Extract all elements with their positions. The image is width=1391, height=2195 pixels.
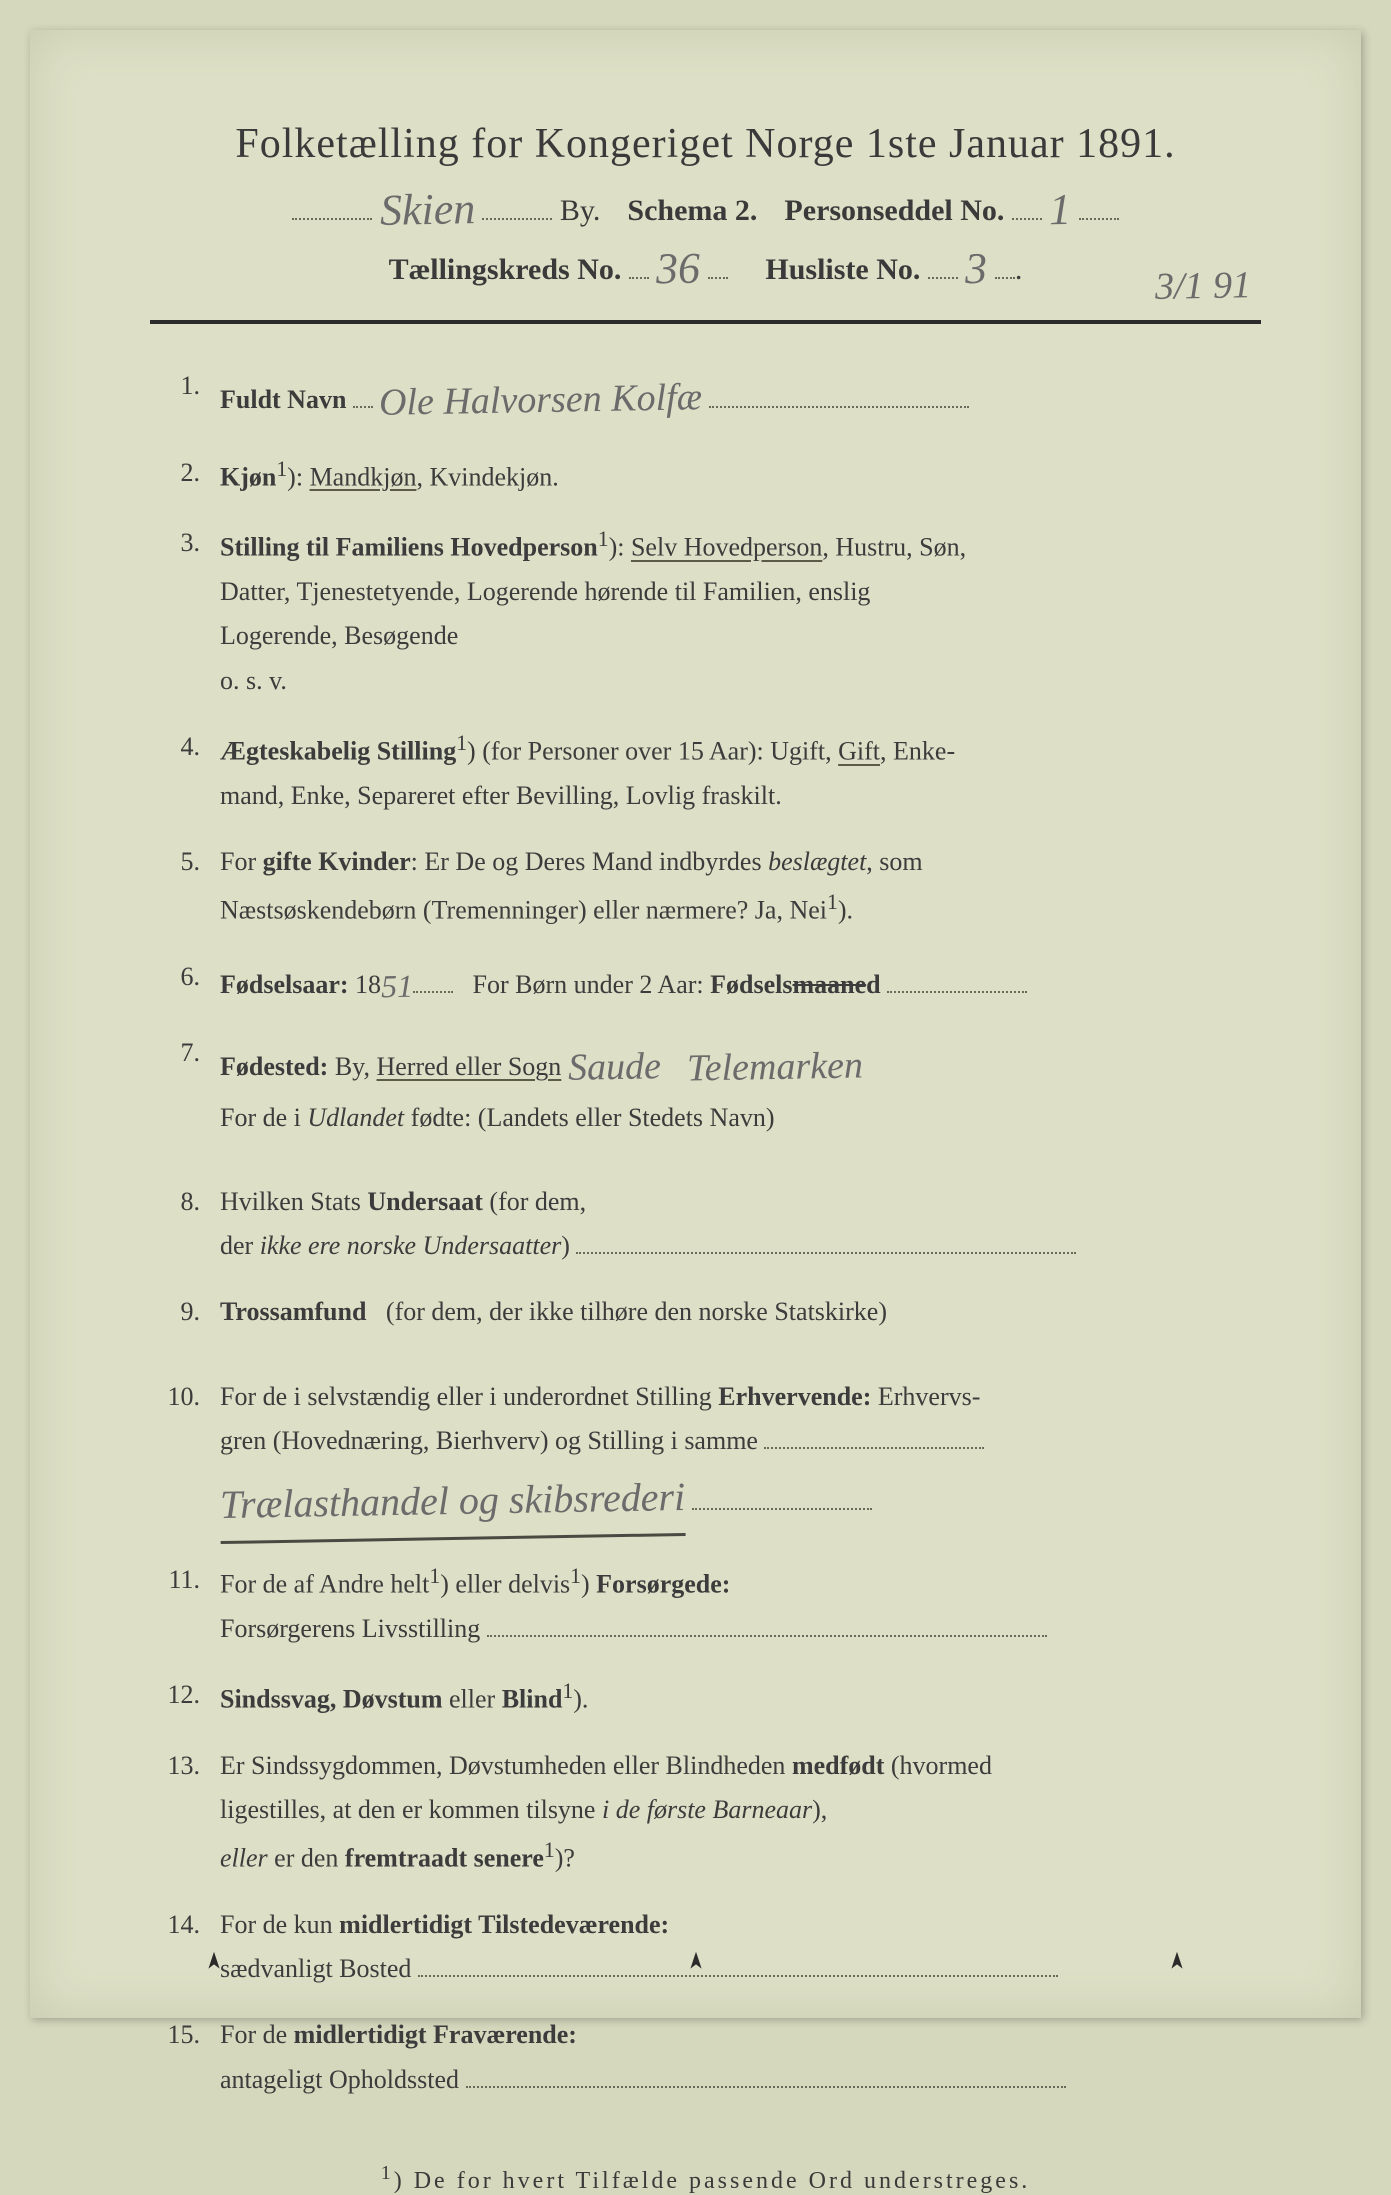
date-annotation: 3/1 91 bbox=[1155, 263, 1252, 309]
f4-underlined: Gift bbox=[838, 737, 880, 766]
f3-underlined: Selv Hovedperson bbox=[631, 533, 822, 562]
field-13: 13. Er Sindssygdommen, Døvstumheden elle… bbox=[150, 1744, 1261, 1881]
field-8: 8. Hvilken Stats Undersaat (for dem, der… bbox=[150, 1180, 1261, 1268]
field-4: 4. Ægteskabelig Stilling1) (for Personer… bbox=[150, 725, 1261, 818]
f5-bold: gifte Kvinder bbox=[263, 847, 411, 876]
husliste-value: 3 bbox=[965, 243, 988, 294]
f6-year: 51 bbox=[381, 959, 414, 1014]
field-2: 2. Kjøn1): Mandkjøn, Kvindekjøn. bbox=[150, 451, 1261, 500]
field-11: 11. For de af Andre helt1) eller delvis1… bbox=[150, 1558, 1261, 1651]
header-line-3: Tællingskreds No. 36 Husliste No. 3 . bbox=[150, 239, 1261, 290]
field-15: 15. For de midlertidigt Fraværende: anta… bbox=[150, 2013, 1261, 2101]
kreds-value: 36 bbox=[656, 243, 701, 295]
f2-label: Kjøn bbox=[220, 462, 276, 491]
personseddel-value: 1 bbox=[1049, 184, 1072, 235]
f1-label: Fuldt Navn bbox=[220, 385, 346, 414]
field-5: 5. For gifte Kvinder: Er De og Deres Man… bbox=[150, 840, 1261, 933]
field-1: 1. Fuldt Navn Ole Halvorsen Kolfæ bbox=[150, 364, 1261, 429]
field-10: 10. For de i selvstændig eller i underor… bbox=[150, 1375, 1261, 1536]
field-9: 9. Trossamfund (for dem, der ikke tilhør… bbox=[150, 1290, 1261, 1334]
f7-underlined: Herred eller Sogn bbox=[376, 1052, 561, 1081]
f7-value2: Telemarken bbox=[686, 1034, 863, 1102]
header-line-2: Skien By. Schema 2. Personseddel No. 1 bbox=[150, 180, 1261, 231]
f6-label: Fødselsaar: bbox=[220, 970, 349, 999]
f3-line2: Datter, Tjenestetyende, Logerende hørend… bbox=[220, 577, 870, 606]
punch-mark-right bbox=[1163, 1948, 1191, 1978]
f5-line2: Næstsøskendebørn (Tremenninger) eller næ… bbox=[220, 896, 827, 925]
f4-label: Ægteskabelig Stilling bbox=[220, 737, 456, 766]
schema-label: Schema 2. bbox=[627, 194, 757, 227]
field-7: 7. Fødested: By, Herred eller Sogn Saude… bbox=[150, 1031, 1261, 1140]
f6-strike: maane bbox=[792, 970, 866, 999]
f10-value: Trælasthandel og skibsrederi bbox=[219, 1463, 685, 1544]
f9-bold: Trossamfund bbox=[220, 1297, 366, 1326]
by-label: By. bbox=[560, 194, 601, 227]
field-12: 12. Sindssvag, Døvstum eller Blind1). bbox=[150, 1673, 1261, 1722]
f6-mid: For Børn under 2 Aar: bbox=[473, 970, 704, 999]
by-value: Skien bbox=[379, 183, 475, 236]
personseddel-label: Personseddel No. bbox=[784, 194, 1004, 227]
census-form-page: Folketælling for Kongeriget Norge 1ste J… bbox=[30, 30, 1361, 2018]
f1-value: Ole Halvorsen Kolfæ bbox=[379, 365, 703, 435]
husliste-label: Husliste No. bbox=[765, 253, 920, 286]
kreds-label: Tællingskreds No. bbox=[389, 253, 622, 286]
punch-mark-left bbox=[200, 1948, 228, 1978]
f7-label: Fødested: bbox=[220, 1052, 328, 1081]
field-list: 1. Fuldt Navn Ole Halvorsen Kolfæ 2. Kjø… bbox=[150, 364, 1261, 2102]
f4-line2: mand, Enke, Separeret efter Bevilling, L… bbox=[220, 781, 782, 810]
f9-rest: (for dem, der ikke tilhøre den norske St… bbox=[386, 1297, 887, 1326]
footnote: 1) De for hvert Tilfælde passende Ord un… bbox=[150, 2162, 1261, 2195]
f5-italic: beslægtet bbox=[768, 847, 866, 876]
divider-top bbox=[150, 320, 1261, 324]
f3-label: Stilling til Familiens Hovedperson bbox=[220, 533, 598, 562]
page-title: Folketælling for Kongeriget Norge 1ste J… bbox=[150, 120, 1261, 168]
field-3: 3. Stilling til Familiens Hovedperson1):… bbox=[150, 521, 1261, 702]
f7-value1: Saude bbox=[567, 1034, 661, 1100]
f3-line3: Logerende, Besøgende bbox=[220, 621, 458, 650]
f3-line4: o. s. v. bbox=[220, 666, 287, 695]
field-6: 6. Fødselsaar: 1851 For Børn under 2 Aar… bbox=[150, 955, 1261, 1009]
punch-mark-center bbox=[682, 1948, 710, 1978]
f2-underlined: Mandkjøn bbox=[310, 462, 417, 491]
